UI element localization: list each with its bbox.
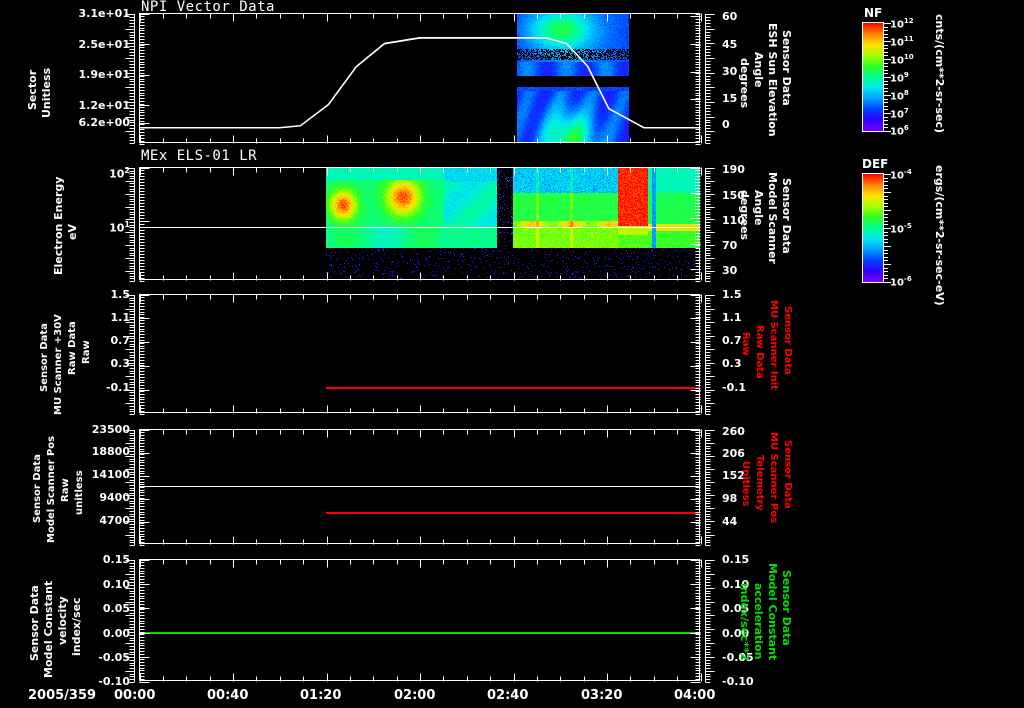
figure-canvas: NPI Vector Data 3.1e+01 2.5e+01 1.9e+01 … bbox=[0, 0, 1024, 708]
axis-tick-marks bbox=[0, 0, 1024, 708]
